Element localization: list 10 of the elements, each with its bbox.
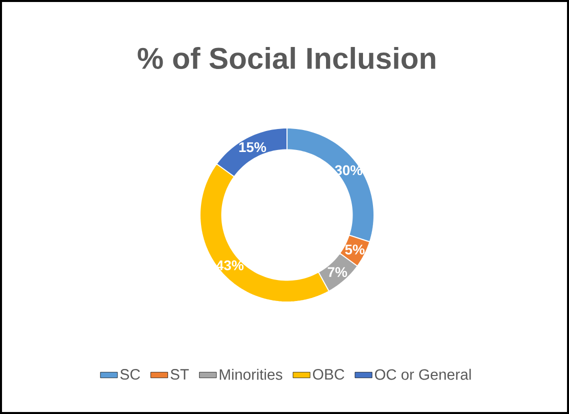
data-label: 7% [328, 267, 348, 278]
legend-label: ST [170, 369, 189, 380]
legend-label: Minorities [220, 368, 282, 380]
chart-title: % of Social Inclusion [138, 46, 436, 70]
legend-label: OBC [312, 369, 344, 380]
data-label: 15% [239, 142, 266, 152]
data-label: 43% [216, 260, 244, 270]
legend-label: SC [120, 369, 140, 380]
data-label: 5% [345, 244, 365, 254]
legend-label: OC or General [374, 368, 471, 380]
